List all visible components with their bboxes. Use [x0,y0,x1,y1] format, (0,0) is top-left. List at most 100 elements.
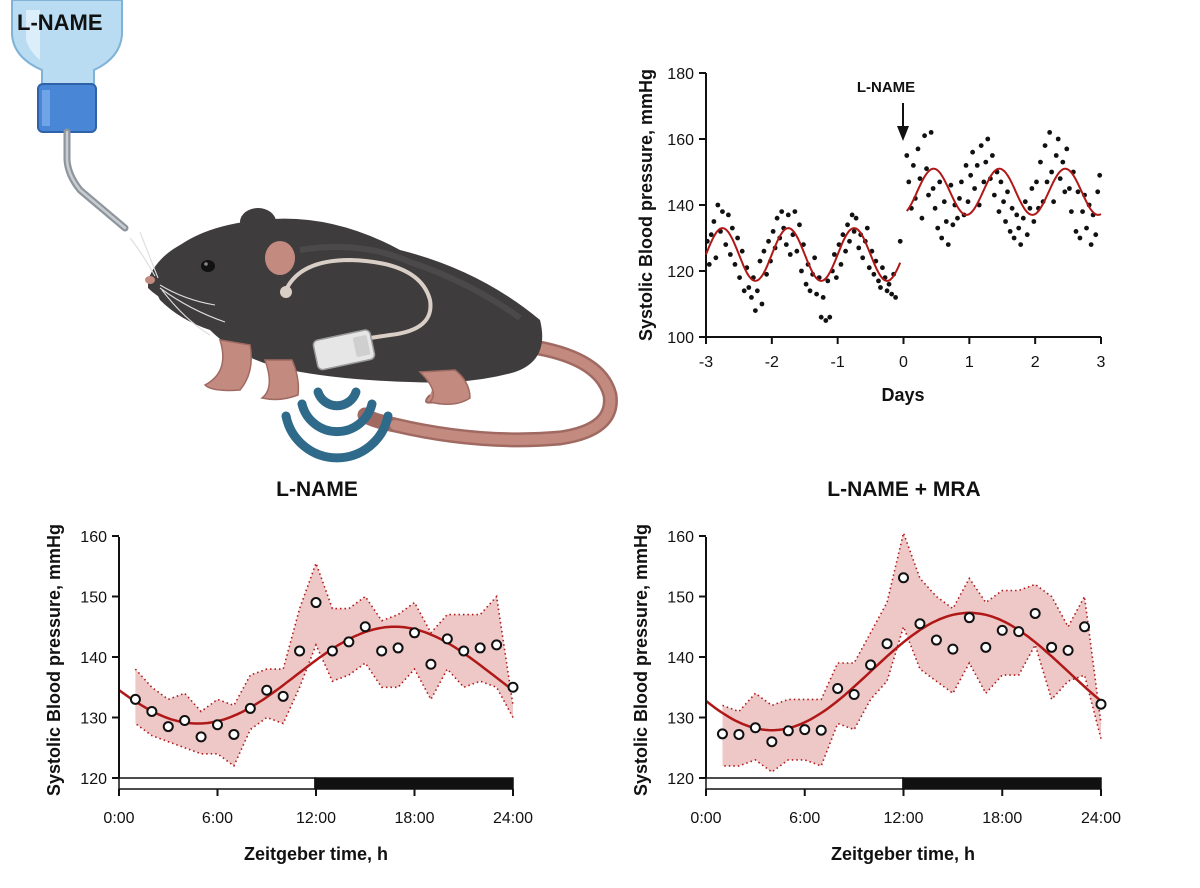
mean-point [129,693,141,705]
chart-lname-ylabel: Systolic Blood pressure, mmHg [44,524,64,796]
data-point [853,215,859,221]
light-dark-bar [705,777,1102,790]
mean-point [474,642,486,654]
light-dark-bar [118,777,514,790]
data-point [725,212,731,218]
data-point [860,255,866,261]
data-point [739,248,745,254]
chart-days-ylabel: Systolic Blood pressure, mmHg [636,69,656,341]
fit-curve-baseline [705,227,902,282]
chart-lname-mra-yticks: 120 130 140 150 160 [667,529,706,788]
data-point [864,225,870,231]
chart-lname-mra-title: L-NAME + MRA [827,478,980,501]
data-point [843,248,848,254]
data-point [1060,159,1066,165]
data-point [737,275,742,280]
chart-lname-mra: L-NAME + MRA 120 130 140 150 160 0:00 6:00 12:… [631,478,1121,864]
y-tick-label: 140 [667,198,694,215]
y-tick-label: 150 [667,590,694,607]
x-tick-label: 24:00 [1081,810,1121,827]
data-point [803,281,809,287]
x-tick-label: 3 [1097,354,1106,371]
data-point [906,179,912,185]
data-point [746,285,752,290]
mean-point [980,641,992,653]
data-point [974,163,980,168]
data-point [1068,209,1074,215]
data-point [871,271,877,277]
data-point [943,219,949,224]
data-point [1003,219,1008,224]
data-point [708,232,714,238]
data-point [1016,225,1022,231]
data-point [1001,199,1006,205]
y-tick-label: 160 [667,529,694,546]
data-point [965,199,971,205]
mean-point [733,728,745,740]
data-point [1067,186,1072,191]
mean-points [716,572,1107,748]
data-point [711,219,717,224]
chart-lname-mra-xlabel: Zeitgeber time, h [831,844,975,864]
data-point [957,196,962,201]
mean-point [766,736,778,748]
chart-lname-xlabel: Zeitgeber time, h [244,844,388,864]
mean-point [310,597,322,609]
data-point [1075,189,1081,195]
data-point [897,238,903,244]
data-point [715,202,721,208]
data-point [720,209,725,215]
data-point [856,245,862,251]
mean-point [162,721,174,733]
data-point [1005,189,1010,195]
data-point [880,265,885,271]
data-point [917,176,923,182]
x-tick-label: 12:00 [296,810,336,827]
chart-lname-title: L-NAME [276,478,358,501]
data-point [963,163,969,168]
data-point [937,179,943,185]
data-point [838,262,844,267]
mean-points [129,597,519,743]
chart-lname-yticks: 120 130 140 150 160 [80,529,119,788]
mean-point [1095,698,1107,710]
data-point [1084,225,1089,231]
data-point [950,222,956,228]
x-tick-label: -2 [765,354,779,371]
data-point [935,225,941,231]
data-point [978,143,984,149]
data-point [1038,159,1043,165]
data-point [704,238,710,244]
x-tick-label: -1 [831,354,845,371]
mean-point [326,645,338,657]
data-point [886,281,892,287]
mean-point [491,639,503,651]
mean-point [1029,607,1041,619]
data-point [807,288,813,294]
data-point [1047,130,1053,135]
light-phase-bar [705,777,904,790]
mean-point [881,638,893,650]
data-point [1042,143,1048,149]
data-point [752,308,758,313]
dark-phase-bar [902,777,1102,790]
data-point [1027,205,1033,211]
data-point [761,248,767,254]
data-point [1009,205,1015,211]
data-point [823,318,829,323]
data-point [735,235,740,241]
data-point [939,235,945,241]
y-tick-label: 120 [667,264,694,281]
data-point [981,179,987,185]
mean-point [212,719,223,731]
data-point [785,212,791,218]
x-tick-label: 24:00 [493,810,533,827]
x-tick-label: 18:00 [982,810,1022,827]
data-point [849,212,855,218]
arrow-down-icon [897,103,909,141]
data-point [1014,212,1020,218]
x-tick-label: 12:00 [883,810,923,827]
data-point [774,215,780,221]
data-point [759,301,765,307]
mean-point [930,634,942,646]
